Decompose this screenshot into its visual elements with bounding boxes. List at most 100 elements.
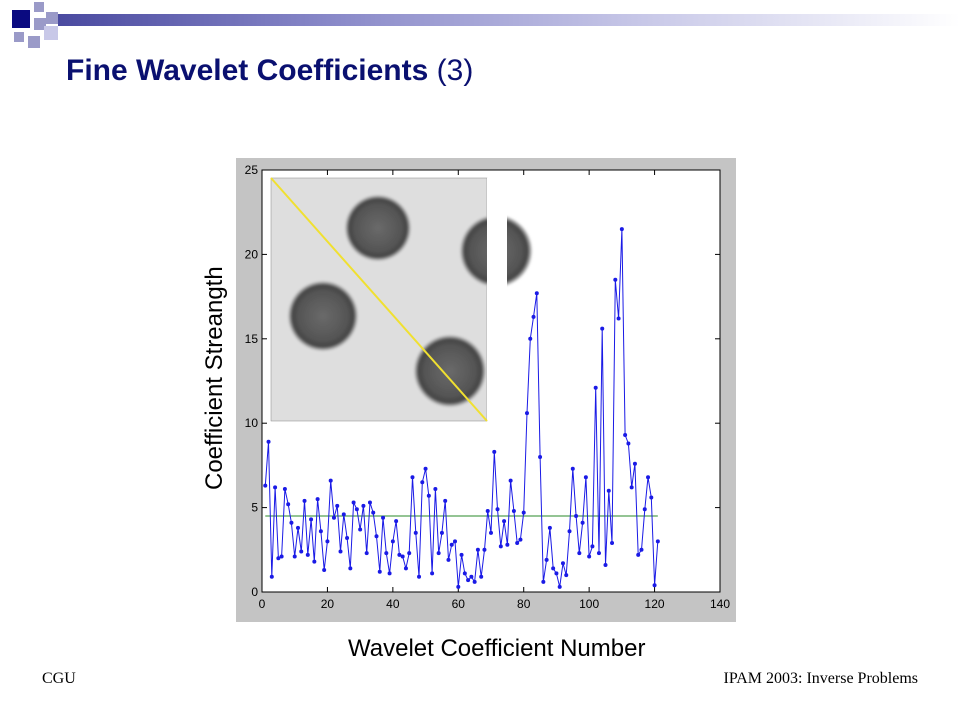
data-point	[593, 385, 598, 390]
inset-image	[270, 177, 532, 422]
data-point	[551, 566, 556, 571]
data-point	[495, 507, 500, 512]
data-point	[312, 559, 317, 564]
y-tick-label: 25	[245, 163, 259, 177]
data-point	[515, 541, 520, 546]
data-point	[292, 554, 297, 559]
data-point	[426, 493, 431, 498]
data-point	[348, 566, 353, 571]
data-point	[636, 552, 641, 557]
data-point	[430, 571, 435, 576]
data-point	[508, 478, 513, 483]
x-tick-label: 0	[259, 597, 266, 611]
x-tick-label: 40	[386, 597, 400, 611]
slide-title: Fine Wavelet Coefficients (3)	[66, 54, 473, 88]
data-point	[387, 571, 392, 576]
data-point	[322, 568, 327, 573]
corner-square-large	[12, 10, 30, 28]
inset-diagonal-line	[270, 177, 488, 422]
data-point	[282, 487, 287, 492]
data-point	[485, 508, 490, 513]
data-point	[590, 544, 595, 549]
data-point	[295, 525, 300, 530]
data-point	[381, 515, 386, 520]
data-point	[367, 500, 372, 505]
data-point	[528, 336, 533, 341]
data-point	[263, 483, 268, 488]
data-point	[462, 571, 467, 576]
data-point	[453, 539, 458, 544]
data-point	[374, 534, 379, 539]
x-tick-label: 80	[517, 597, 531, 611]
footer-right: IPAM 2003: Inverse Problems	[723, 670, 918, 687]
data-point	[629, 485, 634, 490]
x-tick-label: 20	[321, 597, 335, 611]
data-point	[596, 551, 601, 556]
data-point	[318, 529, 323, 534]
data-point	[400, 554, 405, 559]
data-point	[626, 441, 631, 446]
data-point	[587, 554, 592, 559]
data-point	[407, 551, 412, 556]
data-point	[538, 454, 543, 459]
data-point	[331, 515, 336, 520]
corner-square-small	[44, 26, 58, 40]
data-point	[273, 485, 278, 490]
data-point	[266, 439, 271, 444]
data-point	[560, 561, 565, 566]
data-point	[606, 488, 611, 493]
coefficient-chart: 0 20 40 60 80 100 120 140 0 5 10 15 20 25 Coefficient…	[201, 158, 736, 662]
data-point	[479, 574, 484, 579]
data-point	[299, 549, 304, 554]
data-point	[531, 314, 536, 319]
data-point	[580, 520, 585, 525]
data-point	[554, 571, 559, 576]
data-point	[436, 551, 441, 556]
data-point	[309, 517, 314, 522]
data-point	[567, 529, 572, 534]
data-point	[364, 551, 369, 556]
data-point	[384, 551, 389, 556]
data-point	[305, 552, 310, 557]
data-point	[623, 433, 628, 438]
data-point	[420, 480, 425, 485]
data-point	[482, 547, 487, 552]
data-point	[394, 519, 399, 524]
data-point	[603, 562, 608, 567]
data-point	[655, 539, 660, 544]
data-point	[466, 578, 471, 583]
x-tick-label: 140	[710, 597, 730, 611]
data-point	[547, 525, 552, 530]
data-point	[286, 502, 291, 507]
data-point	[518, 537, 523, 542]
data-point	[459, 552, 464, 557]
data-point	[377, 569, 382, 574]
data-point	[403, 566, 408, 571]
data-point	[570, 466, 575, 471]
y-tick-label: 20	[245, 247, 259, 261]
data-point	[632, 461, 637, 466]
corner-square-small	[46, 12, 58, 24]
data-point	[600, 326, 605, 331]
data-point	[619, 227, 624, 232]
data-point	[279, 554, 284, 559]
inset-disk	[414, 335, 486, 407]
data-point	[456, 584, 461, 589]
slide-title-main: Fine Wavelet Coefficients	[66, 54, 429, 87]
y-tick-label: 10	[245, 416, 259, 430]
data-point	[397, 552, 402, 557]
data-point	[521, 510, 526, 515]
data-point	[345, 535, 350, 540]
data-point	[335, 503, 340, 508]
data-point	[613, 277, 618, 282]
data-point	[489, 530, 493, 535]
corner-square-small	[34, 18, 46, 30]
data-point	[564, 573, 569, 578]
inset-disk	[288, 281, 358, 351]
data-point	[610, 541, 615, 546]
data-point	[652, 583, 657, 588]
data-point	[498, 544, 503, 549]
y-tick-label: 0	[251, 585, 258, 599]
data-point	[433, 487, 438, 492]
data-point	[475, 547, 480, 552]
